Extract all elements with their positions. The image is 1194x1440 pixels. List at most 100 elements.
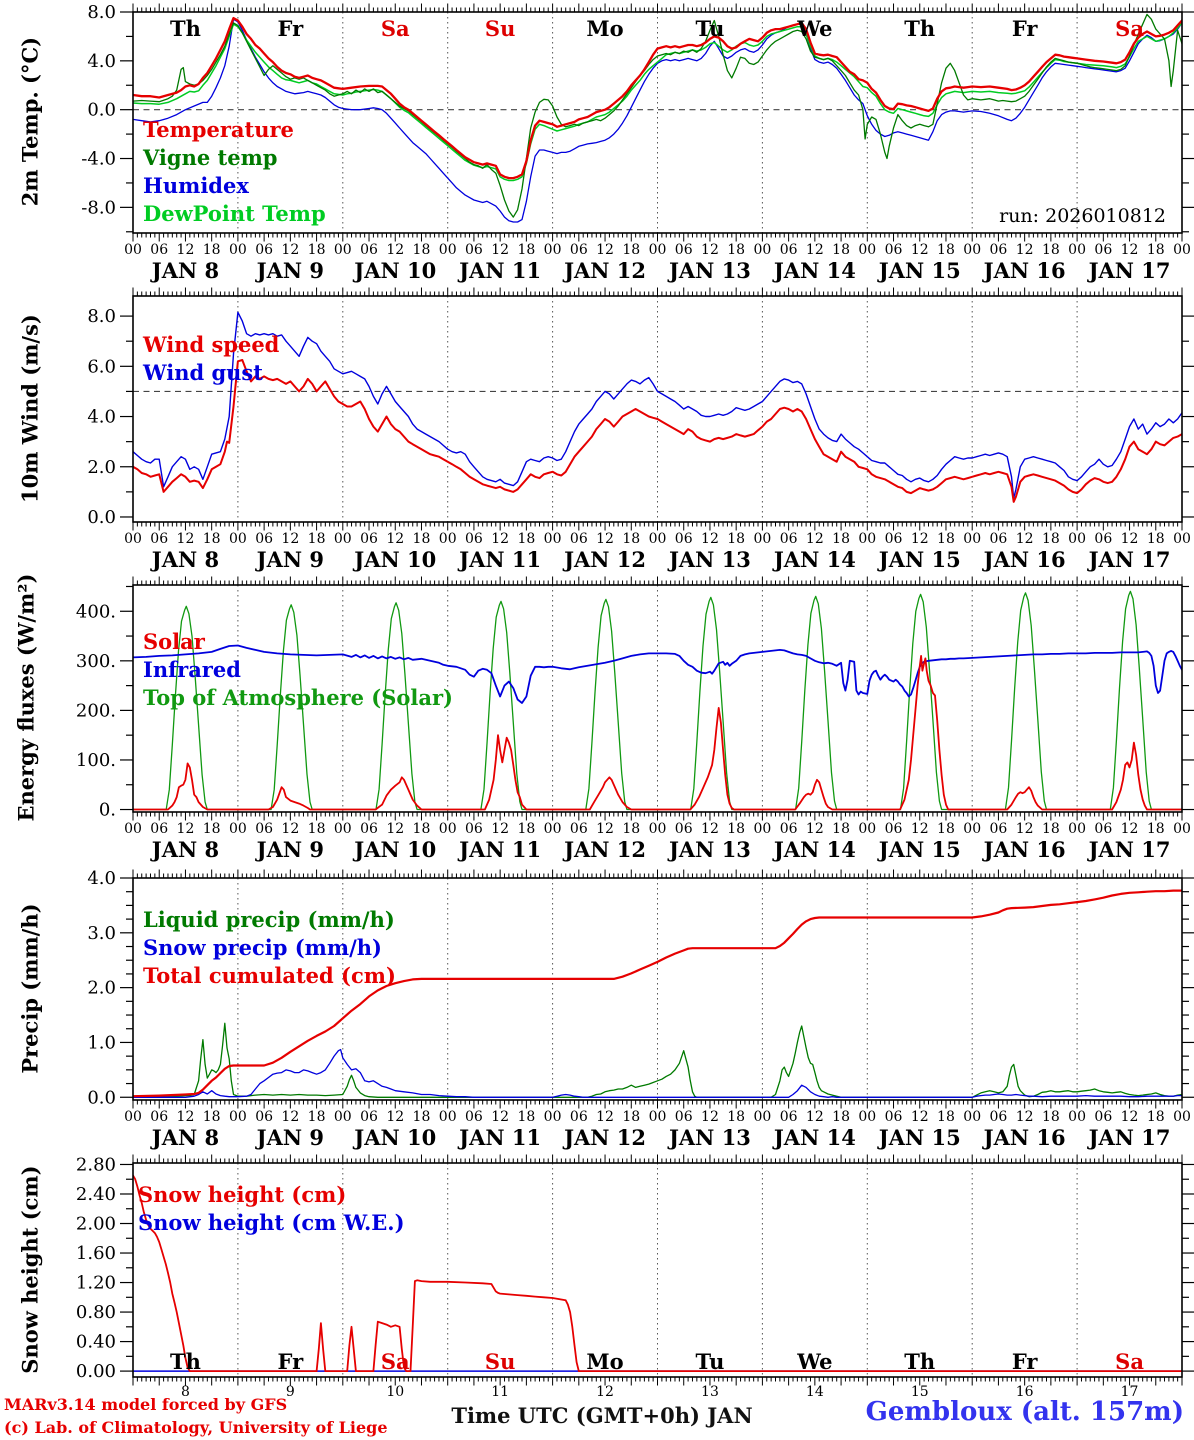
x-day-labels: JAN 8 JAN 9 JAN 10 JAN 11 JAN 12 JAN 13 JAN 14… — [150, 258, 1171, 283]
hour-label: 18 — [413, 821, 431, 837]
hour-label: 00 — [753, 821, 771, 837]
legend-dewpoint-temp: DewPoint Temp — [143, 201, 326, 226]
day-number-label: 14 — [806, 1384, 824, 1400]
jan-day-label: JAN 11 — [457, 547, 541, 572]
hour-label: 00 — [649, 1109, 667, 1125]
dow-label: Sa — [381, 16, 410, 41]
dow-label: Fr — [278, 16, 305, 41]
panel-temp: 8.0 4.0 0.0 -4.0 -8.0 00 06 12 18 00 06 12 18 00 06 12 1… — [81, 2, 1194, 283]
jan-day-label: JAN 13 — [667, 1125, 751, 1150]
hour-label: 06 — [465, 1109, 483, 1125]
jan-day-label: JAN 17 — [1087, 547, 1171, 572]
y-tick-label: 1.60 — [76, 1243, 116, 1264]
hour-label: 00 — [858, 821, 876, 837]
x-hour-labels: 00 06 12 18 00 06 12 18 00 06 12 18 00 06 12 18 00 06 12 18… — [124, 821, 1191, 837]
jan-day-label: JAN 16 — [982, 837, 1066, 862]
y-tick-label: 300. — [76, 651, 116, 672]
hour-label: 00 — [1173, 242, 1191, 258]
y-axis-title-energy: Energy fluxes (W/m²) — [13, 573, 39, 822]
jan-day-label: JAN 9 — [255, 258, 324, 283]
jan-day-label: JAN 8 — [150, 258, 219, 283]
hour-label: 00 — [649, 821, 667, 837]
hour-label: 18 — [203, 242, 221, 258]
dow-label: Th — [170, 1349, 201, 1374]
hour-label: 12 — [281, 821, 299, 837]
y-tick-label: -4.0 — [81, 149, 116, 170]
hour-label: 18 — [727, 1109, 745, 1125]
hour-label: 18 — [727, 242, 745, 258]
jan-day-label: JAN 15 — [877, 837, 961, 862]
hour-label: 06 — [990, 531, 1008, 547]
y-axis-title-precip: Precip (mm/h) — [17, 903, 43, 1074]
hour-label: 18 — [1147, 242, 1165, 258]
jan-day-label: JAN 8 — [150, 837, 219, 862]
dow-label: Th — [904, 1349, 935, 1374]
day-number-label: 10 — [386, 1384, 404, 1400]
hour-label: 00 — [1173, 531, 1191, 547]
jan-day-label: JAN 13 — [667, 547, 751, 572]
jan-day-label: JAN 9 — [255, 837, 324, 862]
series-dewpoint-temp — [133, 22, 1182, 182]
hour-label: 18 — [413, 242, 431, 258]
hour-label: 12 — [386, 531, 404, 547]
hour-label: 00 — [963, 531, 981, 547]
jan-day-label: JAN 12 — [562, 837, 646, 862]
legend-vigne-temp: Vigne temp — [143, 145, 278, 170]
x-ticks — [132, 576, 1183, 821]
y-tick-label: 6.0 — [87, 356, 116, 377]
hour-label: 18 — [1147, 531, 1165, 547]
legend-snow-precip: Snow precip (mm/h) — [143, 935, 382, 960]
series-group — [133, 1174, 1182, 1372]
y-tick-label: 400. — [76, 601, 116, 622]
hour-label: 12 — [386, 1109, 404, 1125]
hour-label: 00 — [1068, 531, 1086, 547]
hour-label: 06 — [465, 531, 483, 547]
hour-label: 00 — [963, 1109, 981, 1125]
hour-label: 18 — [1042, 531, 1060, 547]
hour-label: 06 — [360, 1109, 378, 1125]
hour-label: 12 — [806, 531, 824, 547]
panel-snow: 2.80 2.40 2.00 1.60 1.20 0.80 0.40 0.00 8 9 10 11 12… — [76, 1154, 1194, 1400]
series-vigne-temp — [133, 13, 1182, 218]
footer-lab-credit: (c) Lab. of Climatology, University of L… — [4, 1418, 388, 1437]
hour-label: 18 — [308, 242, 326, 258]
y-tick-label: 4.0 — [87, 407, 116, 428]
series-solar — [133, 655, 1182, 811]
x-hour-labels: 00 06 12 18 00 06 12 18 00 06 12 18 00 06 12 18 00 06 12 18… — [124, 242, 1191, 258]
dow-label: Mo — [586, 1349, 623, 1374]
hour-label: 12 — [177, 1109, 195, 1125]
hour-label: 06 — [570, 531, 588, 547]
hour-label: 18 — [517, 821, 535, 837]
hour-label: 06 — [780, 531, 798, 547]
jan-day-label: JAN 14 — [772, 1125, 856, 1150]
day-number-label: 16 — [1016, 1384, 1034, 1400]
hour-label: 06 — [990, 1109, 1008, 1125]
hour-label: 00 — [649, 531, 667, 547]
day-number-label: 15 — [911, 1384, 929, 1400]
y-tick-label: 100. — [76, 750, 116, 771]
hour-label: 18 — [413, 1109, 431, 1125]
hour-label: 06 — [255, 531, 273, 547]
day-number-label: 8 — [181, 1384, 190, 1400]
legend-total-cumulated: Total cumulated (cm) — [143, 963, 396, 988]
hour-label: 18 — [308, 531, 326, 547]
jan-day-label: JAN 16 — [982, 547, 1066, 572]
hour-label: 06 — [1094, 821, 1112, 837]
y-tick-label: 8.0 — [87, 2, 116, 23]
y-tick-label: 0.0 — [87, 1087, 116, 1108]
hour-label: 18 — [832, 1109, 850, 1125]
dow-label: Fr — [278, 1349, 305, 1374]
y-tick-label: 4.0 — [87, 51, 116, 72]
hour-label: 12 — [1121, 531, 1139, 547]
hour-label: 18 — [517, 1109, 535, 1125]
jan-day-label: JAN 10 — [352, 258, 436, 283]
series-wind-gust — [133, 311, 1182, 499]
x-ticks — [132, 869, 1183, 1109]
hour-label: 00 — [753, 242, 771, 258]
x-hour-labels: 00 06 12 18 00 06 12 18 00 06 12 18 00 06 12 18 00 06 12 18… — [124, 1109, 1191, 1125]
hour-label: 00 — [963, 242, 981, 258]
jan-day-label: JAN 9 — [255, 547, 324, 572]
hour-label: 06 — [570, 1109, 588, 1125]
dow-label: We — [796, 16, 832, 41]
hour-label: 00 — [334, 531, 352, 547]
